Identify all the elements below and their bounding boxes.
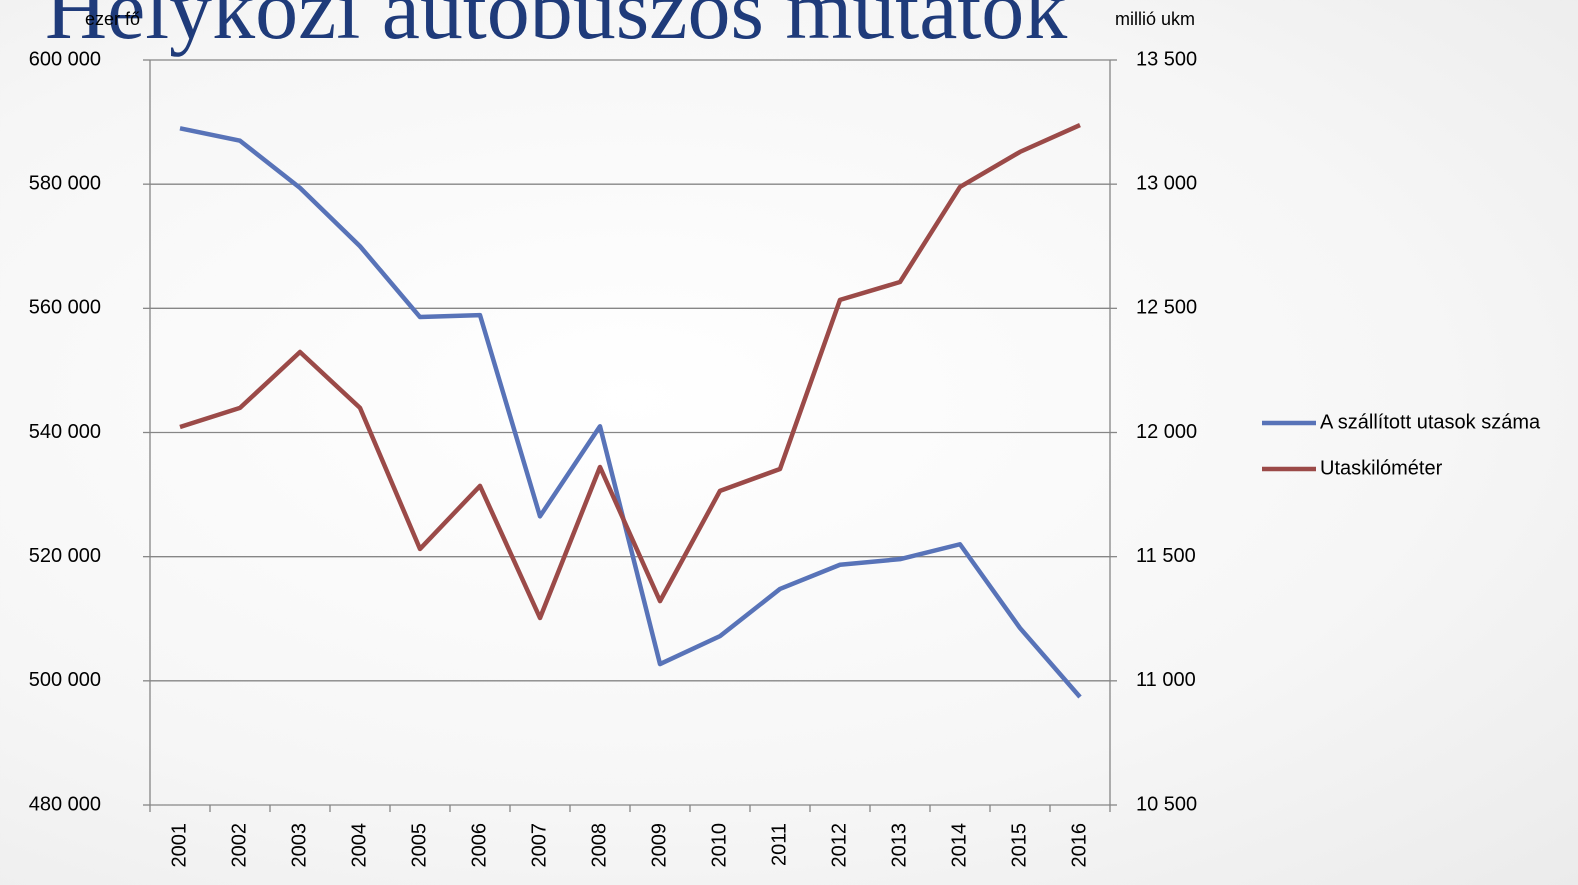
y-tick-label: 560 000 bbox=[29, 297, 101, 319]
y-tick-label: 500 000 bbox=[29, 669, 101, 691]
x-tick-label: 2001 bbox=[168, 823, 190, 868]
x-tick-label: 2006 bbox=[468, 823, 490, 868]
y2-axis-label: millió ukm bbox=[1115, 9, 1195, 29]
x-tick-label: 2013 bbox=[888, 823, 910, 868]
y-axis-label: ezer fő bbox=[85, 9, 140, 29]
y2-tick-label: 11 000 bbox=[1136, 669, 1196, 691]
x-tick-label: 2014 bbox=[948, 823, 970, 868]
x-tick-label: 2003 bbox=[288, 823, 310, 868]
y2-tick-label: 13 000 bbox=[1136, 172, 1197, 194]
y2-tick-label: 13 500 bbox=[1136, 48, 1197, 70]
x-tick-label: 2008 bbox=[588, 823, 610, 868]
chart-title: Helyközi autóbuszos mutatók bbox=[45, 0, 1067, 57]
y-tick-label: 600 000 bbox=[29, 48, 101, 70]
x-tick-label: 2012 bbox=[828, 823, 850, 868]
x-tick-label: 2011 bbox=[768, 823, 790, 866]
x-tick-label: 2009 bbox=[648, 823, 670, 868]
y-tick-label: 580 000 bbox=[29, 172, 101, 194]
y-tick-label: 480 000 bbox=[29, 793, 101, 815]
x-tick-label: 2015 bbox=[1008, 823, 1030, 868]
line-series bbox=[179, 123, 1081, 621]
y-tick-label: 520 000 bbox=[29, 545, 101, 567]
x-tick-label: 2016 bbox=[1068, 823, 1090, 868]
line-series bbox=[179, 126, 1082, 699]
y2-tick-label: 10 500 bbox=[1136, 793, 1197, 815]
y2-tick-label: 12 500 bbox=[1136, 297, 1197, 319]
legend-label: A szállított utasok száma bbox=[1320, 411, 1541, 433]
x-tick-label: 2002 bbox=[228, 823, 250, 868]
y-tick-label: 540 000 bbox=[29, 421, 101, 443]
x-tick-label: 2004 bbox=[348, 823, 370, 868]
legend-label: Utaskilóméter bbox=[1320, 457, 1443, 479]
x-tick-label: 2010 bbox=[708, 823, 730, 868]
x-tick-label: 2005 bbox=[408, 823, 430, 868]
y2-tick-label: 12 000 bbox=[1136, 421, 1197, 443]
y2-tick-label: 11 500 bbox=[1136, 545, 1196, 567]
x-tick-label: 2007 bbox=[528, 823, 550, 868]
